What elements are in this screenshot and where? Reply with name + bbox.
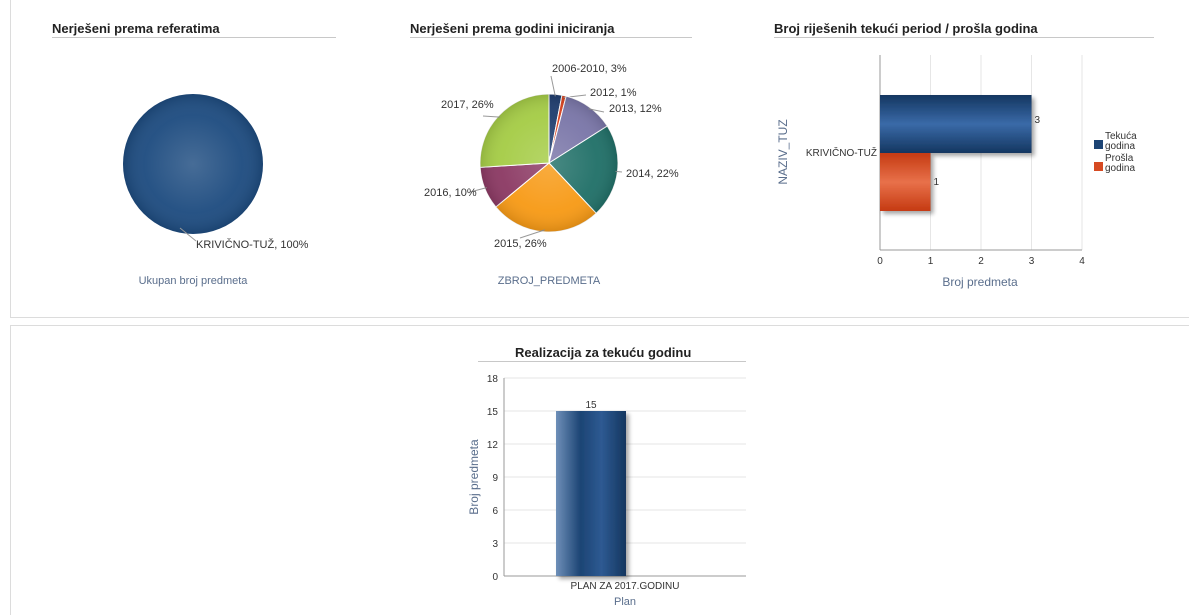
- hbar-data-label: 1: [934, 177, 940, 188]
- hbar-x-tick: 1: [928, 256, 934, 267]
- hbar-x-tick: 4: [1079, 256, 1085, 267]
- pie2-shading: [480, 94, 618, 232]
- pie2-data-label: 2017, 26%: [441, 99, 494, 111]
- pie2-title-rule: [410, 37, 692, 38]
- pie1-slice-shading: [123, 94, 263, 234]
- legend-label-line1: Tekuća: [1105, 131, 1137, 142]
- pie2-axis-label: ZBROJ_PREDMETA: [498, 275, 601, 287]
- hbar-data-label: 3: [1035, 115, 1041, 126]
- vbar-y-tick: 3: [492, 539, 498, 550]
- legend-swatch-prosla: [1094, 162, 1103, 171]
- pie2-leader-line: [550, 75, 556, 97]
- pie2-data-label: 2012, 1%: [590, 87, 637, 99]
- pie1-title: Nerješeni prema referatima: [52, 21, 220, 36]
- pie2-data-label: 2014, 22%: [626, 168, 679, 180]
- vbar-title-rule: [478, 361, 746, 362]
- vbar-category-label: PLAN ZA 2017.GODINU: [571, 581, 680, 592]
- vbar-y-axis-title: Broj predmeta: [467, 439, 481, 515]
- hbar-title: Broj riješenih tekući period / prošla go…: [774, 21, 1038, 36]
- pie2-data-label: 2006-2010, 3%: [552, 63, 627, 75]
- hbar-category-label: KRIVIČNO-TUŽ: [806, 146, 877, 159]
- hbar-x-axis-title: Broj predmeta: [942, 275, 1018, 289]
- vbar-y-tick: 0: [492, 572, 498, 583]
- vbar-y-tick: 9: [492, 473, 498, 484]
- pie1-axis-label: Ukupan broj predmeta: [139, 275, 249, 287]
- hbar-title-rule: [774, 37, 1154, 38]
- hbar-bar-tekuca: [880, 95, 1032, 153]
- legend-label-line1: Prošla: [1105, 153, 1134, 164]
- hbar-bar-prosla: [880, 153, 931, 211]
- pie2-data-label: 2015, 26%: [494, 238, 547, 250]
- legend-swatch-tekuca: [1094, 140, 1103, 149]
- vbar-x-axis-title: Plan: [614, 596, 636, 608]
- vbar-bar: [556, 411, 626, 576]
- vbar-y-tick: 12: [487, 440, 499, 451]
- pie1-title-rule: [52, 37, 336, 38]
- hbar-y-axis-title: NAZIV_TUZ: [776, 119, 790, 184]
- legend-label-line2: godina: [1105, 163, 1135, 174]
- pie1-data-label: KRIVIČNO-TUŽ, 100%: [196, 238, 309, 251]
- pie2-leader-line: [482, 115, 501, 118]
- pie2-data-label: 2016, 10%: [424, 187, 477, 199]
- legend-label-line2: godina: [1105, 141, 1135, 152]
- vbar-title: Realizacija za tekuću godinu: [515, 345, 692, 360]
- vbar-data-label: 15: [585, 400, 597, 411]
- hbar-x-tick: 3: [1029, 256, 1035, 267]
- vbar-y-tick: 18: [487, 374, 499, 385]
- hbar-x-tick: 2: [978, 256, 984, 267]
- pie2-title: Nerješeni prema godini iniciranja: [410, 21, 615, 36]
- vbar-y-tick: 6: [492, 506, 498, 517]
- hbar-x-tick: 0: [877, 256, 883, 267]
- pie2-data-label: 2013, 12%: [609, 103, 662, 115]
- vbar-y-tick: 15: [487, 407, 499, 418]
- pie2-leader-line: [469, 187, 487, 193]
- pie1-leader-line: [179, 227, 197, 242]
